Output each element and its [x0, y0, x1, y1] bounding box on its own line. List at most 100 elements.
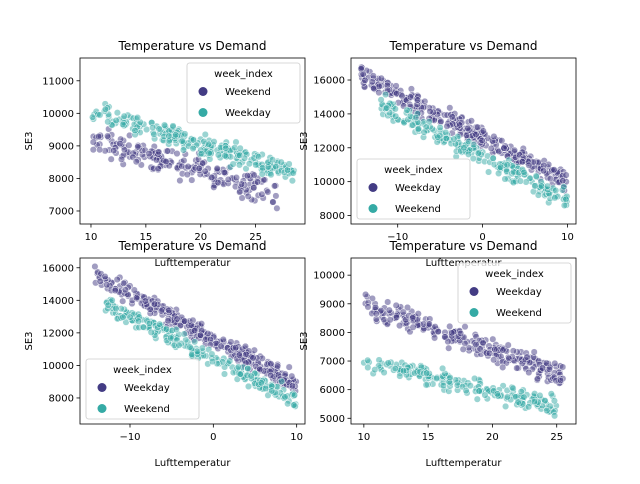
legend-title: week_index — [384, 165, 443, 176]
chart-panel-1: 10 15 20 25 7000 8000 9000 10000 11000 Lufttemper… — [24, 39, 306, 269]
data-point — [426, 107, 434, 115]
x-tick-label: 15 — [422, 432, 435, 443]
chart-panel-2: −10010800010000120001400016000Lufttemper… — [299, 39, 577, 269]
data-point — [224, 175, 232, 184]
data-point — [518, 158, 526, 166]
y-tick-label: 14000 — [313, 109, 345, 120]
data-point — [238, 180, 246, 188]
data-point — [364, 363, 372, 372]
y-tick-label: 10000 — [42, 361, 74, 372]
data-point — [156, 320, 164, 328]
data-point — [530, 348, 538, 356]
y-tick-label: 10000 — [42, 109, 74, 120]
data-point — [436, 123, 444, 132]
data-point — [179, 146, 188, 154]
data-point — [134, 143, 142, 151]
data-point — [403, 106, 411, 114]
data-point — [244, 192, 252, 200]
data-point — [181, 130, 189, 138]
data-point — [536, 391, 544, 400]
data-point — [509, 384, 517, 392]
data-point — [392, 301, 400, 309]
data-point — [386, 316, 394, 324]
data-point — [89, 138, 97, 146]
data-point — [462, 387, 470, 395]
y-tick-label: 8000 — [49, 174, 74, 185]
data-point — [273, 204, 281, 212]
y-tick-label: 7000 — [49, 206, 74, 217]
data-point — [478, 136, 486, 145]
data-point — [117, 155, 126, 163]
legend: week_index Weekday Weekend — [457, 262, 572, 324]
data-point — [164, 147, 172, 155]
data-point — [391, 364, 399, 373]
legend: week_index Weekend Weekday — [186, 62, 301, 124]
data-point — [510, 146, 519, 154]
x-axis-label: Lufttemperatur — [155, 458, 232, 469]
x-tick-label: 25 — [249, 232, 262, 243]
data-point — [546, 175, 554, 183]
legend-box — [356, 158, 471, 220]
data-point — [249, 354, 257, 362]
data-point — [288, 177, 296, 185]
data-point — [371, 303, 380, 312]
data-point — [446, 104, 454, 112]
chart-panel-3: −10 0 10 8000 10000 12000 14000 16000 Lufttemper… — [24, 239, 306, 469]
data-point — [120, 112, 128, 120]
data-point — [120, 279, 128, 287]
data-point — [457, 329, 465, 337]
data-point — [96, 111, 104, 119]
data-point — [132, 158, 140, 166]
data-point — [504, 341, 512, 349]
data-point — [210, 183, 218, 191]
chart-panel-4: 10 15 20 25 5000 6000 7000 8000 9000 10000 Lufttem… — [299, 239, 577, 469]
data-point — [559, 177, 567, 185]
data-point — [261, 384, 270, 393]
data-point — [409, 314, 417, 322]
data-point — [180, 330, 188, 338]
data-point — [197, 150, 205, 158]
x-tick-label: −10 — [119, 432, 140, 443]
data-point — [178, 162, 186, 170]
data-point — [220, 168, 228, 176]
data-point — [250, 184, 258, 192]
data-point — [187, 321, 195, 329]
data-point — [361, 76, 369, 84]
legend-entry-label: Weekday — [395, 183, 441, 194]
data-point — [113, 109, 121, 117]
data-point — [551, 194, 559, 202]
y-tick-label: 6000 — [320, 385, 345, 396]
data-point — [471, 374, 479, 383]
data-point — [520, 168, 528, 176]
plot-area-frame — [79, 257, 306, 425]
data-point — [272, 192, 280, 200]
data-point — [375, 82, 383, 90]
data-point — [514, 398, 522, 406]
data-point — [448, 329, 456, 337]
data-point — [464, 124, 472, 132]
data-point — [384, 298, 392, 306]
data-point — [217, 342, 225, 350]
data-point — [520, 393, 528, 401]
data-point — [242, 350, 250, 358]
data-point — [491, 345, 499, 353]
data-point — [392, 313, 401, 321]
legend-entry-label: Weekend — [395, 204, 441, 215]
x-tick-label: 10 — [357, 432, 370, 443]
data-point — [409, 121, 417, 129]
data-point — [162, 158, 170, 166]
data-point — [236, 151, 244, 159]
data-point — [391, 105, 399, 113]
data-point — [183, 170, 191, 179]
data-point — [552, 186, 560, 194]
legend-marker — [97, 383, 107, 392]
data-point — [441, 333, 449, 341]
data-point — [267, 371, 275, 379]
data-point — [172, 325, 180, 334]
data-point — [95, 132, 103, 141]
data-point — [121, 286, 129, 294]
data-point — [500, 144, 508, 152]
legend-box — [457, 262, 572, 324]
data-point — [232, 174, 240, 182]
data-point — [226, 357, 234, 365]
